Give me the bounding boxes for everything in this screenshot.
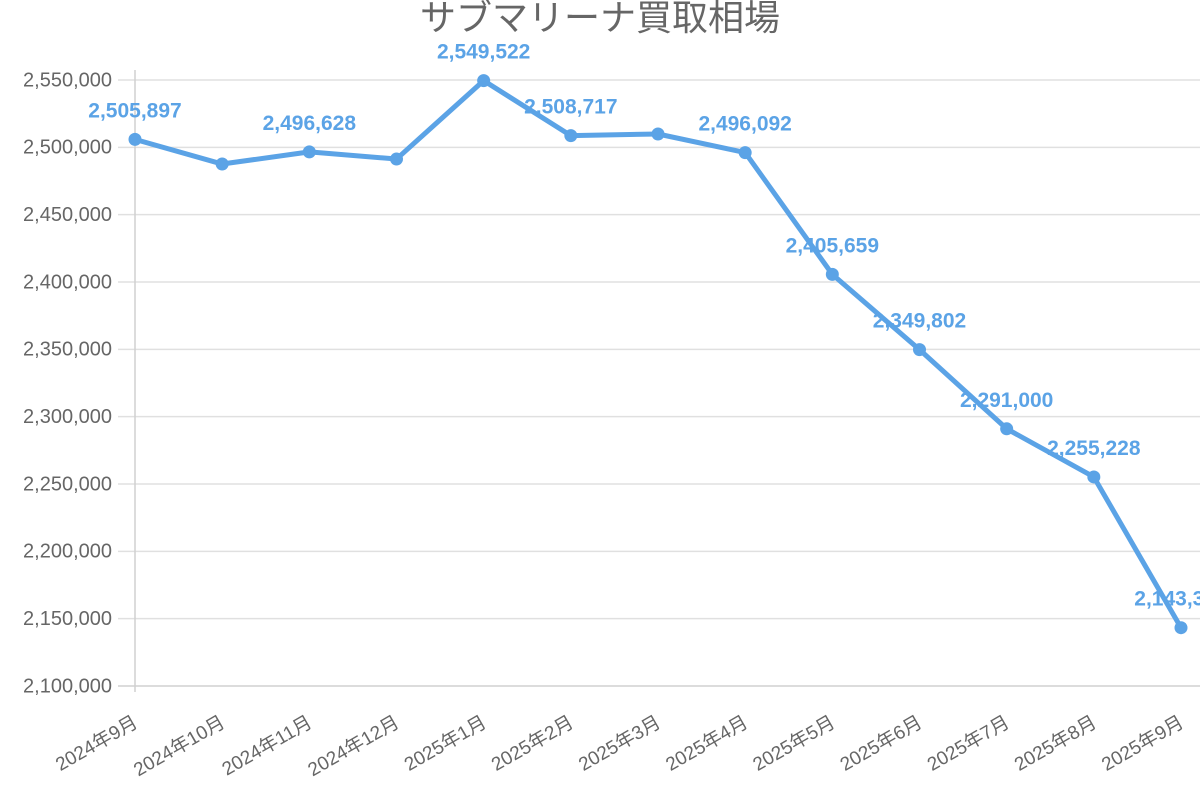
data-labels: 2,505,897 2,496,628 2,549,522 2,508,717 2,49… (88, 41, 1200, 611)
data-point (215, 157, 229, 171)
data-label: 2,496,628 (263, 112, 357, 135)
x-tick-label: 2025年1月 (400, 711, 490, 775)
x-tick-label: 2025年3月 (575, 711, 665, 775)
y-tick-label: 2,300,000 (23, 406, 112, 428)
y-tick-label: 2,450,000 (23, 204, 112, 226)
y-tick-label: 2,150,000 (23, 608, 112, 630)
data-point (564, 129, 578, 143)
x-tick-label: 2025年9月 (1098, 711, 1188, 775)
x-tick-label: 2024年9月 (52, 711, 142, 775)
data-point (738, 146, 752, 160)
series-line (134, 78, 1184, 629)
y-tick-label: 2,200,000 (23, 541, 112, 563)
data-point (302, 145, 316, 159)
data-label: 2,505,897 (88, 99, 181, 122)
y-tick-label: 2,550,000 (23, 69, 112, 91)
x-tick-label: 2024年12月 (304, 711, 403, 781)
data-point (913, 343, 926, 357)
data-point (1174, 621, 1188, 635)
x-tick-label: 2025年5月 (749, 711, 839, 775)
y-tick-label: 2,250,000 (23, 473, 112, 495)
data-point (128, 132, 142, 146)
data-label: 2,496,092 (698, 113, 791, 136)
x-tick-label: 2024年10月 (130, 711, 229, 781)
chart-title: サブマリーナ買取相場 (420, 0, 780, 39)
grid-layer (118, 70, 1200, 692)
data-label: 2,143,300 (1134, 588, 1200, 611)
y-tick-label: 2,400,000 (23, 271, 112, 293)
data-point (1000, 422, 1014, 436)
data-label: 2,549,522 (437, 41, 530, 64)
data-label: 2,508,717 (524, 96, 617, 119)
x-tick-label: 2024年11月 (218, 711, 316, 780)
data-point (477, 74, 491, 88)
data-point (825, 267, 839, 281)
y-tick-label: 2,500,000 (23, 137, 112, 159)
series (128, 74, 1188, 635)
data-label: 2,349,802 (873, 310, 966, 333)
data-label: 2,291,000 (960, 389, 1053, 412)
data-point (1087, 470, 1101, 484)
x-axis: 2024年9月2024年10月2024年11月2024年12月2025年1月20… (52, 711, 1188, 781)
x-tick-label: 2025年8月 (1011, 711, 1101, 775)
y-tick-label: 2,100,000 (23, 675, 112, 697)
x-tick-label: 2025年4月 (662, 711, 752, 775)
data-label: 2,255,228 (1047, 437, 1141, 460)
data-point (651, 127, 665, 141)
data-point (390, 152, 403, 166)
x-tick-label: 2025年6月 (836, 711, 926, 775)
data-label: 2,405,659 (786, 234, 879, 257)
x-tick-label: 2025年2月 (488, 711, 578, 775)
x-tick-label: 2025年7月 (923, 711, 1013, 775)
y-axis: 2,100,000 2,150,000 2,200,000 2,250,000 2,30… (23, 69, 112, 697)
y-tick-label: 2,350,000 (23, 339, 112, 361)
